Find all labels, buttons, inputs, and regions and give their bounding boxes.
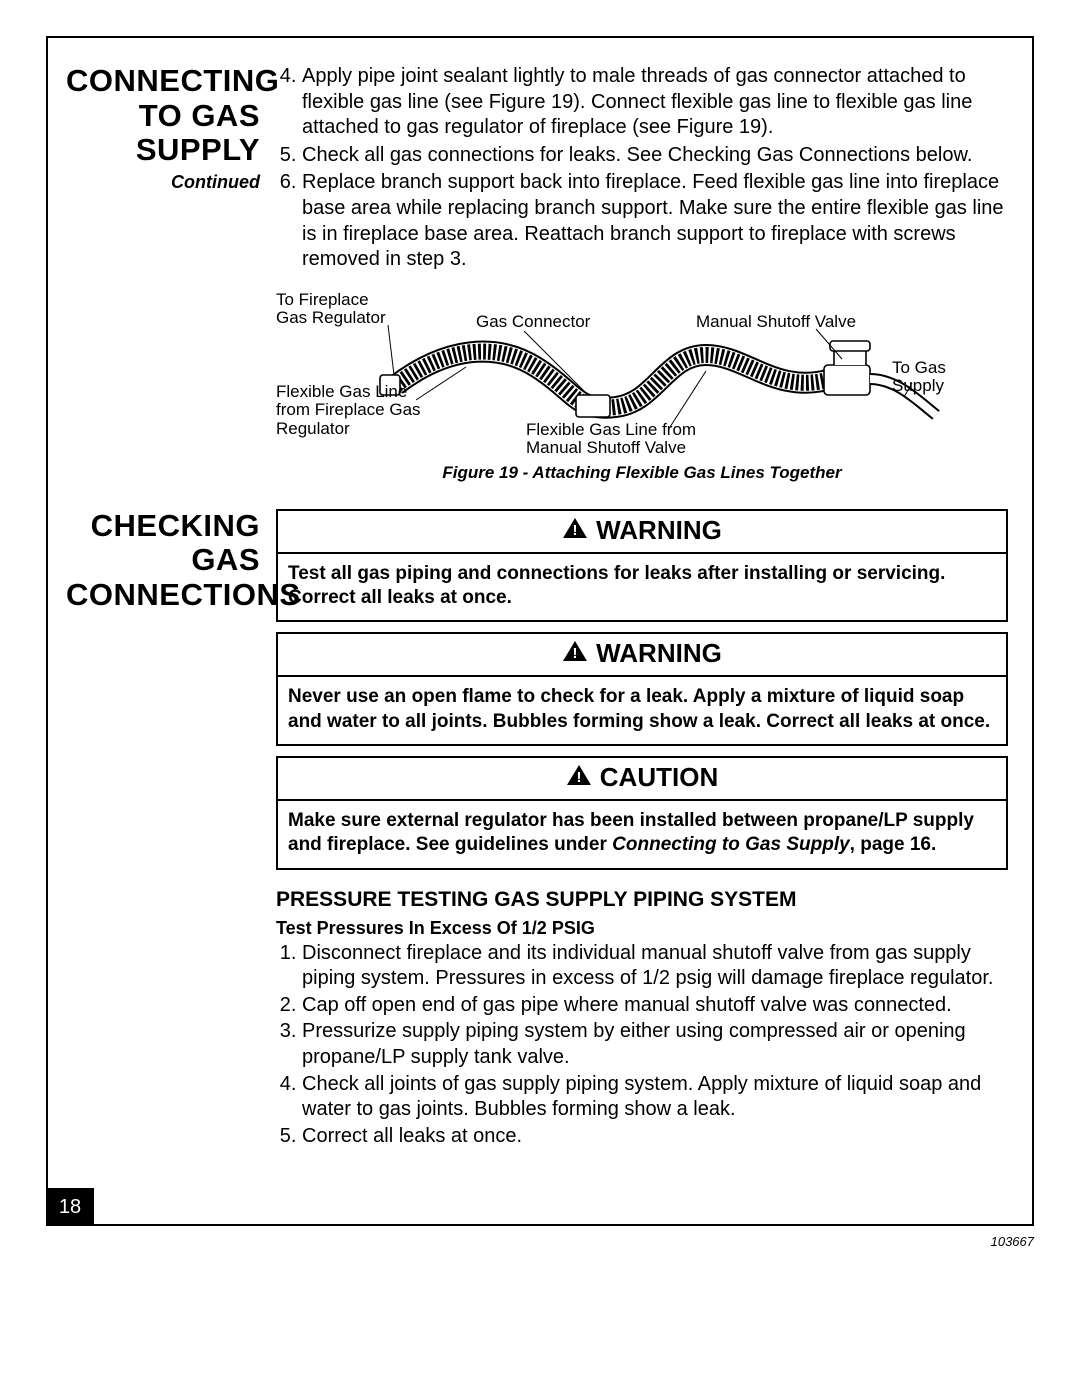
warning-header-1: ! WARNING — [278, 511, 1006, 554]
warning-label-2: WARNING — [596, 638, 722, 669]
fig-label-flex-reg: Flexible Gas Linefrom Fireplace GasRegul… — [276, 383, 421, 439]
caution-header: ! CAUTION — [278, 758, 1006, 801]
warning-text-1: Test all gas piping and connections for … — [278, 554, 1006, 621]
caution-ital: Connecting to Gas Supply — [612, 834, 850, 855]
pressure-step-5: Correct all leaks at once. — [302, 1124, 1008, 1150]
document-id: 103667 — [991, 1234, 1034, 1249]
figure-caption: Figure 19 - Attaching Flexible Gas Lines… — [276, 463, 1008, 483]
step-6: Replace branch support back into firepla… — [302, 170, 1008, 272]
page-content: CONNECTING TO GAS SUPPLY Continued Apply… — [46, 36, 1034, 1170]
caution-post: , page 16. — [850, 834, 937, 855]
continued-label: Continued — [66, 172, 260, 193]
pressure-step-3: Pressurize supply piping system by eithe… — [302, 1019, 1008, 1070]
section-checking: CHECKING GAS CONNECTIONS ! WARNING Test … — [66, 509, 1008, 1151]
caution-box: ! CAUTION Make sure external regulator h… — [276, 756, 1008, 870]
warning-box-1: ! WARNING Test all gas piping and connec… — [276, 509, 1008, 623]
fig-label-supply: To GasSupply — [892, 359, 946, 396]
svg-text:!: ! — [573, 522, 578, 539]
pressure-step-2: Cap off open end of gas pipe where manua… — [302, 993, 1008, 1019]
fig-label-shutoff: Manual Shutoff Valve — [696, 313, 856, 332]
connecting-steps: Apply pipe joint sealant lightly to male… — [276, 64, 1008, 273]
svg-text:!: ! — [576, 769, 581, 786]
fig-label-regulator: To FireplaceGas Regulator — [276, 291, 386, 328]
warning-box-2: ! WARNING Never use an open flame to che… — [276, 632, 1008, 746]
warning-icon: ! — [562, 515, 588, 546]
fig-label-flex-valve: Flexible Gas Line fromManual Shutoff Val… — [526, 421, 696, 458]
pressure-testing-header: PRESSURE TESTING GAS SUPPLY PIPING SYSTE… — [276, 888, 1008, 912]
caution-label: CAUTION — [600, 762, 718, 793]
pressure-step-4: Check all joints of gas supply piping sy… — [302, 1072, 1008, 1123]
warning-text-2: Never use an open flame to check for a l… — [278, 677, 1006, 744]
page-number: 18 — [46, 1188, 94, 1226]
caution-icon: ! — [566, 762, 592, 793]
figure-19: To FireplaceGas Regulator Gas Connector … — [276, 287, 1008, 457]
pressure-steps: Disconnect fireplace and its individual … — [276, 941, 1008, 1150]
section-title-checking: CHECKING GAS CONNECTIONS — [66, 509, 260, 613]
pressure-sub-header: Test Pressures In Excess Of 1/2 PSIG — [276, 918, 1008, 939]
fig-label-connector: Gas Connector — [476, 313, 590, 332]
warning-label-1: WARNING — [596, 515, 722, 546]
pressure-step-1: Disconnect fireplace and its individual … — [302, 941, 1008, 992]
step-5: Check all gas connections for leaks. See… — [302, 143, 1008, 169]
caution-text: Make sure external regulator has been in… — [278, 801, 1006, 868]
section-connecting: CONNECTING TO GAS SUPPLY Continued Apply… — [66, 64, 1008, 509]
warning-header-2: ! WARNING — [278, 634, 1006, 677]
warning-icon: ! — [562, 638, 588, 669]
svg-text:!: ! — [573, 645, 578, 662]
section-title-connecting: CONNECTING TO GAS SUPPLY — [66, 64, 260, 168]
step-4: Apply pipe joint sealant lightly to male… — [302, 64, 1008, 141]
